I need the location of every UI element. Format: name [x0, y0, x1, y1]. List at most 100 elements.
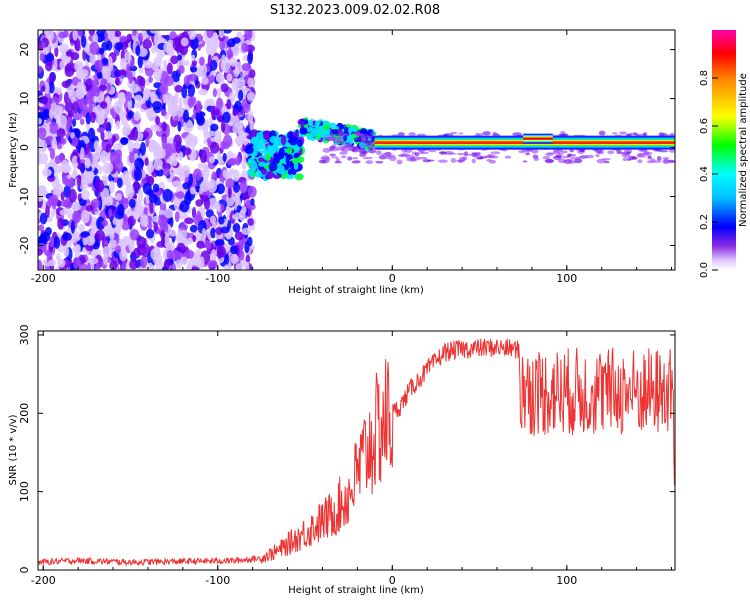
- spectrogram-cell: [216, 87, 222, 99]
- spectrogram-cell: [220, 226, 230, 234]
- spectrogram-cell: [139, 76, 146, 87]
- spectrogram-cell: [161, 136, 168, 150]
- spectrogram-cell: [152, 252, 163, 266]
- spectrogram-cell: [105, 143, 112, 153]
- colorbar-label: Normalized spectral amplitude: [738, 73, 749, 227]
- spectrogram-cell: [344, 126, 349, 133]
- spectrogram-cell: [315, 133, 320, 141]
- spectrogram-cell: [133, 102, 142, 109]
- spectrogram-cell: [120, 137, 129, 146]
- spectrogram-cell: [552, 155, 562, 160]
- spectrogram-cell: [178, 97, 183, 111]
- spectrogram-cell: [447, 152, 457, 155]
- snr-axes: -200 -100 0 100 0 100 200 300: [18, 324, 675, 587]
- snr-ytick-label: 300: [18, 324, 31, 345]
- spectrogram-cell: [179, 43, 189, 56]
- spectrogram-cell: [215, 107, 220, 116]
- colorbar-tick-label: 0.6: [699, 118, 710, 134]
- spectrogram-cell: [289, 174, 295, 180]
- spectrogram-cell: [190, 66, 198, 73]
- spectrogram-cell: [95, 262, 101, 270]
- spectrogram-cell: [109, 230, 115, 240]
- spectrogram-cell: [174, 211, 180, 223]
- spectrogram-cell: [153, 221, 159, 232]
- spectrogram-cell: [670, 132, 675, 137]
- spectrogram-cell: [38, 248, 43, 257]
- spectrogram-cell: [222, 152, 227, 162]
- spectrogram-cell: [189, 224, 198, 233]
- spectrogram-cell: [125, 176, 132, 188]
- spectrogram-cell: [129, 229, 140, 241]
- spectrogram-cell: [341, 155, 347, 159]
- colorbar-tick-label: 0.8: [699, 70, 710, 86]
- spectrogram-cell: [637, 159, 643, 164]
- spectrogram-cell: [147, 262, 154, 270]
- spectrogram-cell: [531, 148, 539, 154]
- spectrogram-ytick-label: -10: [18, 188, 31, 206]
- snr-xtick-label: -200: [31, 574, 56, 587]
- spectrogram-cell: [220, 83, 229, 93]
- spectrogram-cell: [46, 52, 54, 62]
- spectrogram-cell: [68, 188, 77, 203]
- spectrogram-cell: [162, 93, 168, 104]
- spectrogram-cell: [93, 140, 100, 151]
- spectrogram-cell: [135, 45, 141, 57]
- spectrogram-cell: [131, 127, 139, 141]
- spectrogram-cell: [152, 183, 160, 193]
- spectrogram-cell: [132, 30, 137, 37]
- spectrogram-cell: [210, 249, 217, 262]
- spectrogram-cell: [108, 208, 113, 218]
- spectrogram-cell: [458, 132, 464, 135]
- spectrogram-cell: [378, 154, 387, 160]
- spectrogram-cell: [91, 79, 100, 88]
- spectrogram-cell: [294, 173, 304, 181]
- spectrogram-cell: [238, 238, 244, 251]
- spectrogram-cell: [175, 191, 185, 199]
- spectrogram-cell: [206, 241, 212, 249]
- spectrogram-cell: [63, 245, 70, 258]
- spectrogram-cell: [76, 67, 82, 79]
- spectrogram-cell: [226, 98, 232, 110]
- spectrogram-cell: [522, 160, 528, 163]
- spectrogram-cell: [333, 139, 339, 144]
- spectrogram-cell: [229, 253, 239, 265]
- spectrogram-cell: [207, 54, 212, 68]
- spectrogram-cell: [123, 197, 129, 205]
- spectrogram-cell: [217, 246, 227, 258]
- spectrogram-cell: [176, 107, 184, 118]
- spectrogram-cell: [98, 84, 107, 92]
- spectrogram-cell: [127, 215, 136, 227]
- spectrogram-cell: [53, 236, 61, 249]
- spectrogram-cell: [142, 131, 149, 139]
- spectrogram-cell: [241, 206, 247, 214]
- spectrogram-cell: [137, 188, 144, 203]
- spectrogram-cell: [224, 35, 229, 43]
- spectrogram-cell: [269, 136, 279, 144]
- spectrogram-cell: [177, 120, 182, 132]
- spectrogram-cell: [198, 88, 208, 96]
- spectrogram-cell: [209, 215, 217, 225]
- spectrogram-cell: [108, 56, 113, 69]
- spectrogram-cell: [137, 131, 144, 141]
- spectrogram-cell: [320, 157, 326, 160]
- spectrogram-cell: [80, 231, 91, 238]
- spectrogram-cell: [175, 140, 182, 154]
- spectrogram-cell: [375, 160, 384, 164]
- spectrogram-cell: [74, 244, 81, 258]
- spectrogram-cell: [57, 217, 65, 230]
- spectrogram-cell: [77, 30, 83, 37]
- spectrogram-cell: [102, 66, 112, 80]
- spectrogram-cell: [557, 152, 564, 157]
- spectrogram-cell: [389, 156, 397, 162]
- spectrogram-cell: [125, 184, 135, 198]
- spectrogram-cell: [235, 263, 243, 270]
- spectrogram-cell: [362, 133, 370, 136]
- spectrogram-cell: [103, 253, 108, 266]
- spectrogram-cell: [66, 209, 74, 219]
- spectrogram-cell: [94, 59, 104, 71]
- spectrogram-cell: [144, 157, 149, 167]
- spectrogram-cell: [210, 227, 217, 239]
- snr-ytick-label: 0: [18, 567, 31, 574]
- spectrogram-cell: [72, 211, 82, 224]
